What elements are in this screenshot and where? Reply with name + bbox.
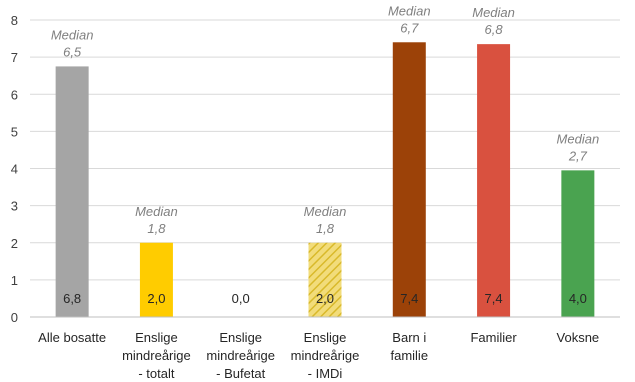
y-tick-label: 6 [11,87,18,102]
y-tick-label: 8 [11,13,18,28]
median-annotation-line: 6,7 [400,20,419,35]
bar [392,42,426,318]
category-label-line: familie [390,348,428,363]
bar [308,242,342,317]
category-label-line: Familier [470,330,517,345]
median-annotation: Median 1,8 [135,204,178,236]
category-label-line: mindreårige [291,348,360,363]
median-annotation-line: 6,5 [63,44,82,59]
data-label: 0,0 [232,291,250,306]
bar [477,44,511,317]
category-label-line: - Bufetat [216,366,266,381]
data-label: 6,8 [63,291,81,306]
category-label: Familier [470,330,517,345]
median-annotation-line: 2,7 [568,148,588,163]
category-label-line: mindreårige [122,348,191,363]
median-annotation-line: Median [135,204,178,219]
gridlines [30,19,620,281]
median-annotation: Median 2,7 [557,131,600,163]
category-label: Enslige mindreårige - IMDi [291,330,360,381]
bar [55,66,89,317]
category-label-line: mindreårige [206,348,275,363]
category-label: Barn i familie [390,330,428,363]
y-tick-label: 1 [11,273,18,288]
median-annotation-line: Median [304,204,347,219]
y-tick-label: 7 [11,50,18,65]
median-annotation-line: Median [557,131,600,146]
bar [139,242,173,317]
category-label: Alle bosatte [38,330,106,345]
y-axis: 0 1 2 3 4 5 6 7 8 [11,13,18,325]
y-tick-label: 0 [11,310,18,325]
data-label: 7,4 [485,291,503,306]
data-label: 2,0 [147,291,165,306]
median-annotation: Median 1,8 [304,204,347,236]
category-label-line: - IMDi [308,366,343,381]
category-label-line: Barn i [392,330,426,345]
y-tick-label: 3 [11,199,18,214]
category-label: Enslige mindreårige - Bufetat [206,330,275,381]
median-annotation: Median 6,8 [472,5,515,37]
x-axis: Alle bosatte Enslige mindreårige - totaltEn… [30,316,620,381]
data-label: 4,0 [569,291,587,306]
data-label: 7,4 [400,291,418,306]
y-tick-label: 4 [11,162,18,177]
category-label: Enslige mindreårige - totalt [122,330,191,381]
category-label: Voksne [557,330,600,345]
category-label-line: Voksne [557,330,600,345]
category-label-line: - totalt [138,366,175,381]
data-label: 2,0 [316,291,334,306]
median-annotation-line: Median [388,3,431,18]
median-annotation: Median 6,7 [388,3,431,35]
median-annotation-line: Median [472,5,515,20]
median-annotation-line: 1,8 [147,221,166,236]
median-annotation-line: 6,8 [485,22,504,37]
bar [561,170,595,317]
median-annotation-line: 1,8 [316,221,335,236]
median-annotation: Median 6,5 [51,27,94,59]
y-tick-label: 2 [11,236,18,251]
category-label-line: Enslige [304,330,347,345]
median-annotation-line: Median [51,27,94,42]
category-label-line: Enslige [219,330,262,345]
category-label-line: Enslige [135,330,178,345]
y-tick-label: 5 [11,124,18,139]
category-label-line: Alle bosatte [38,330,106,345]
